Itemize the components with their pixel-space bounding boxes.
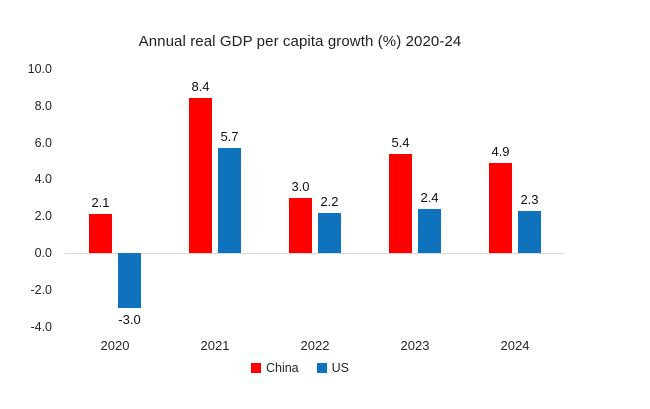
- value-label-china-2022: 3.0: [291, 178, 310, 194]
- bar-us-2023: [418, 208, 441, 253]
- value-label-us-2024: 2.3: [520, 191, 539, 207]
- y-axis-tick-6.0: 6.0: [34, 135, 52, 150]
- x-axis-label-2022: 2022: [300, 338, 330, 353]
- y-axis-tick--4.0: -4.0: [30, 319, 52, 334]
- value-label-china-2020: 2.1: [91, 195, 110, 211]
- y-axis-tick--2.0: -2.0: [30, 282, 52, 297]
- legend-label-china: China: [265, 361, 299, 375]
- zero-axis-line: [65, 252, 565, 254]
- y-axis-tick-8.0: 8.0: [34, 98, 52, 113]
- x-axis-label-2023: 2023: [400, 338, 430, 353]
- chart-title: Annual real GDP per capita growth (%) 20…: [138, 33, 462, 50]
- bar-us-2022: [318, 212, 341, 253]
- legend-swatch-us: [316, 363, 327, 373]
- value-label-us-2020: -3.0: [118, 312, 141, 328]
- legend: China US: [0, 361, 600, 375]
- value-label-china-2024: 4.9: [491, 143, 510, 159]
- legend-item-china: China: [250, 361, 299, 375]
- legend-item-us: US: [316, 361, 350, 375]
- bar-china-2020: [89, 214, 112, 253]
- y-axis-tick-10.0: 10.0: [27, 62, 52, 76]
- bar-us-2024: [518, 210, 541, 253]
- x-axis-label-2020: 2020: [100, 338, 130, 353]
- bar-china-2023: [389, 153, 412, 253]
- bar-us-2020: [118, 253, 141, 309]
- bar-china-2022: [289, 197, 312, 253]
- value-label-china-2023: 5.4: [391, 134, 410, 150]
- value-label-us-2021: 5.7: [220, 129, 239, 145]
- value-label-china-2021: 8.4: [191, 79, 210, 95]
- legend-label-us: US: [331, 361, 350, 375]
- bar-us-2021: [218, 148, 241, 253]
- x-axis-label-2024: 2024: [500, 338, 530, 353]
- legend-swatch-china: [250, 363, 261, 373]
- y-axis-tick-2.0: 2.0: [34, 209, 52, 224]
- y-axis-tick-0.0: 0.0: [34, 246, 52, 260]
- y-axis-tick-4.0: 4.0: [34, 172, 52, 187]
- x-axis-label-2021: 2021: [200, 338, 230, 353]
- bar-china-2021: [189, 98, 212, 253]
- bar-china-2024: [489, 162, 512, 253]
- value-label-us-2023: 2.4: [420, 189, 439, 205]
- value-label-us-2022: 2.2: [320, 193, 339, 209]
